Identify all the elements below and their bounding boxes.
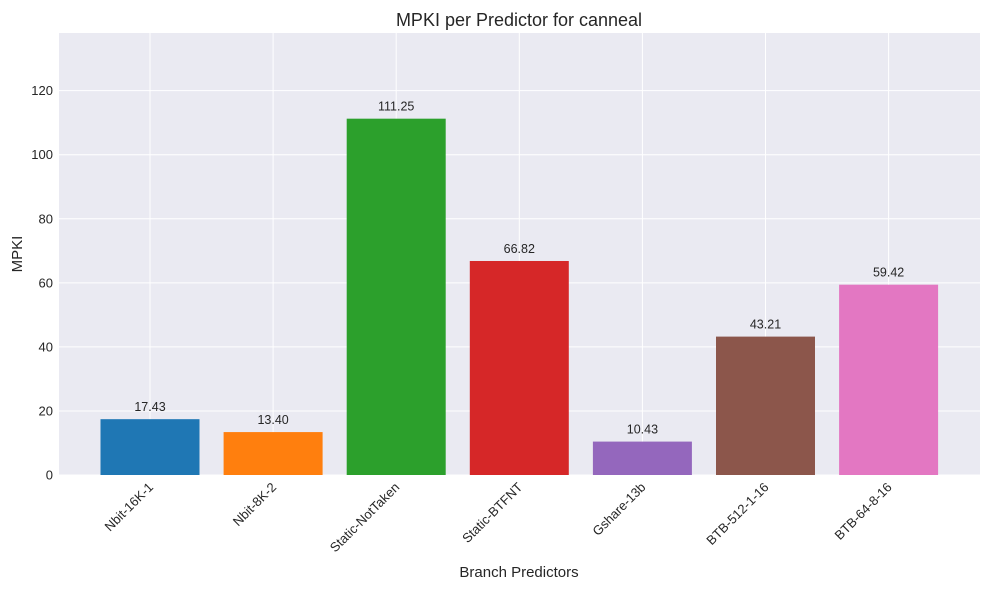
y-tick-label: 120 xyxy=(31,83,53,98)
x-tick-label: BTB-64-8-16 xyxy=(831,480,894,543)
bar xyxy=(592,441,692,475)
bar-value-label: 111.25 xyxy=(378,100,414,114)
x-tick-label: BTB-512-1-16 xyxy=(703,480,771,548)
y-tick-label: 0 xyxy=(46,468,53,483)
bar-value-label: 13.40 xyxy=(257,413,288,427)
y-tick-label: 100 xyxy=(31,147,53,162)
y-axis-ticks: 0 20 40 60 80 100 120 xyxy=(31,83,53,482)
bar xyxy=(839,284,939,475)
y-tick-label: 20 xyxy=(39,403,53,418)
x-tick-label: Gshare-13b xyxy=(589,480,648,539)
x-tick-label: Static-BTFNT xyxy=(459,479,525,545)
x-axis-label: Branch Predictors xyxy=(459,564,578,581)
bar xyxy=(469,260,569,475)
bar xyxy=(716,336,815,475)
bar xyxy=(100,419,200,475)
bar-value-label: 43.21 xyxy=(750,318,781,332)
bars xyxy=(100,118,939,475)
x-tick-label: Nbit-8K-2 xyxy=(230,480,279,529)
y-tick-label: 60 xyxy=(39,275,53,290)
bar-value-label: 66.82 xyxy=(504,242,535,256)
y-tick-label: 40 xyxy=(39,339,53,354)
bar-value-label: 59.42 xyxy=(873,266,904,280)
bar xyxy=(346,118,446,475)
x-tick-label: Nbit-16K-1 xyxy=(102,480,157,535)
y-axis-label: MPKI xyxy=(9,236,26,273)
bar xyxy=(223,432,323,475)
x-tick-label: Static-NotTaken xyxy=(327,480,402,555)
x-axis-ticks: Nbit-16K-1 Nbit-8K-2 Static-NotTaken Static… xyxy=(102,479,895,555)
chart-title: MPKI per Predictor for canneal xyxy=(396,10,642,30)
bar-value-label: 10.43 xyxy=(627,423,658,437)
y-tick-label: 80 xyxy=(39,211,53,226)
bar-value-label: 17.43 xyxy=(134,400,165,414)
value-labels: 17.43 13.40 111.25 66.82 10.43 43.21 59.42 xyxy=(134,100,904,437)
